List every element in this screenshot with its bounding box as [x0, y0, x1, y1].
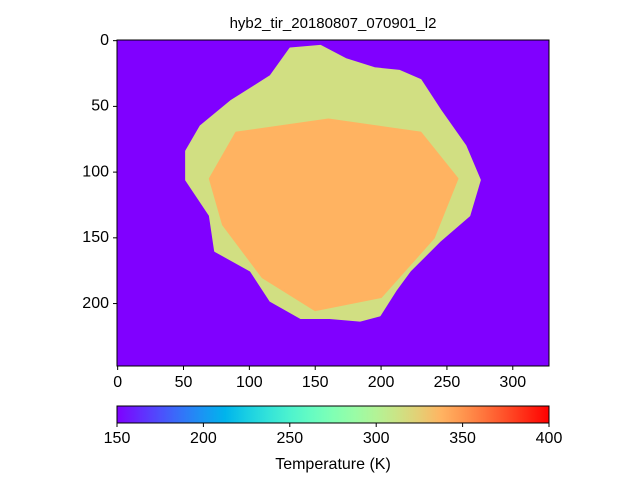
- y-tick-label: 100: [82, 163, 109, 180]
- colorbar-tick-label: 150: [104, 430, 131, 447]
- x-tick-label: 200: [368, 374, 395, 391]
- image: [117, 40, 549, 366]
- colorbar-tick-label: 350: [449, 430, 476, 447]
- x-tick-label: 250: [434, 374, 461, 391]
- temperature-region: [208, 118, 459, 312]
- plot-frame: [116, 39, 550, 367]
- x-tick-label: 150: [302, 374, 329, 391]
- x-tick-label: 100: [236, 374, 263, 391]
- colorbar-tick-label: 200: [190, 430, 217, 447]
- colorbar-tick-label: 300: [363, 430, 390, 447]
- colorbar: [116, 405, 550, 424]
- y-tick-label: 50: [91, 98, 109, 115]
- x-tick-label: 50: [175, 374, 193, 391]
- colorbar-tick-label: 400: [536, 430, 563, 447]
- colorbar-tick-label: 250: [276, 430, 303, 447]
- colorbar-label: Temperature (K): [275, 456, 391, 473]
- x-tick-label: 0: [113, 374, 122, 391]
- chart-title: hyb2_tir_20180807_070901_l2: [230, 15, 437, 32]
- y-tick-label: 0: [100, 32, 109, 49]
- x-tick-label: 300: [499, 374, 526, 391]
- y-tick-label: 150: [82, 229, 109, 246]
- y-tick-label: 200: [82, 295, 109, 312]
